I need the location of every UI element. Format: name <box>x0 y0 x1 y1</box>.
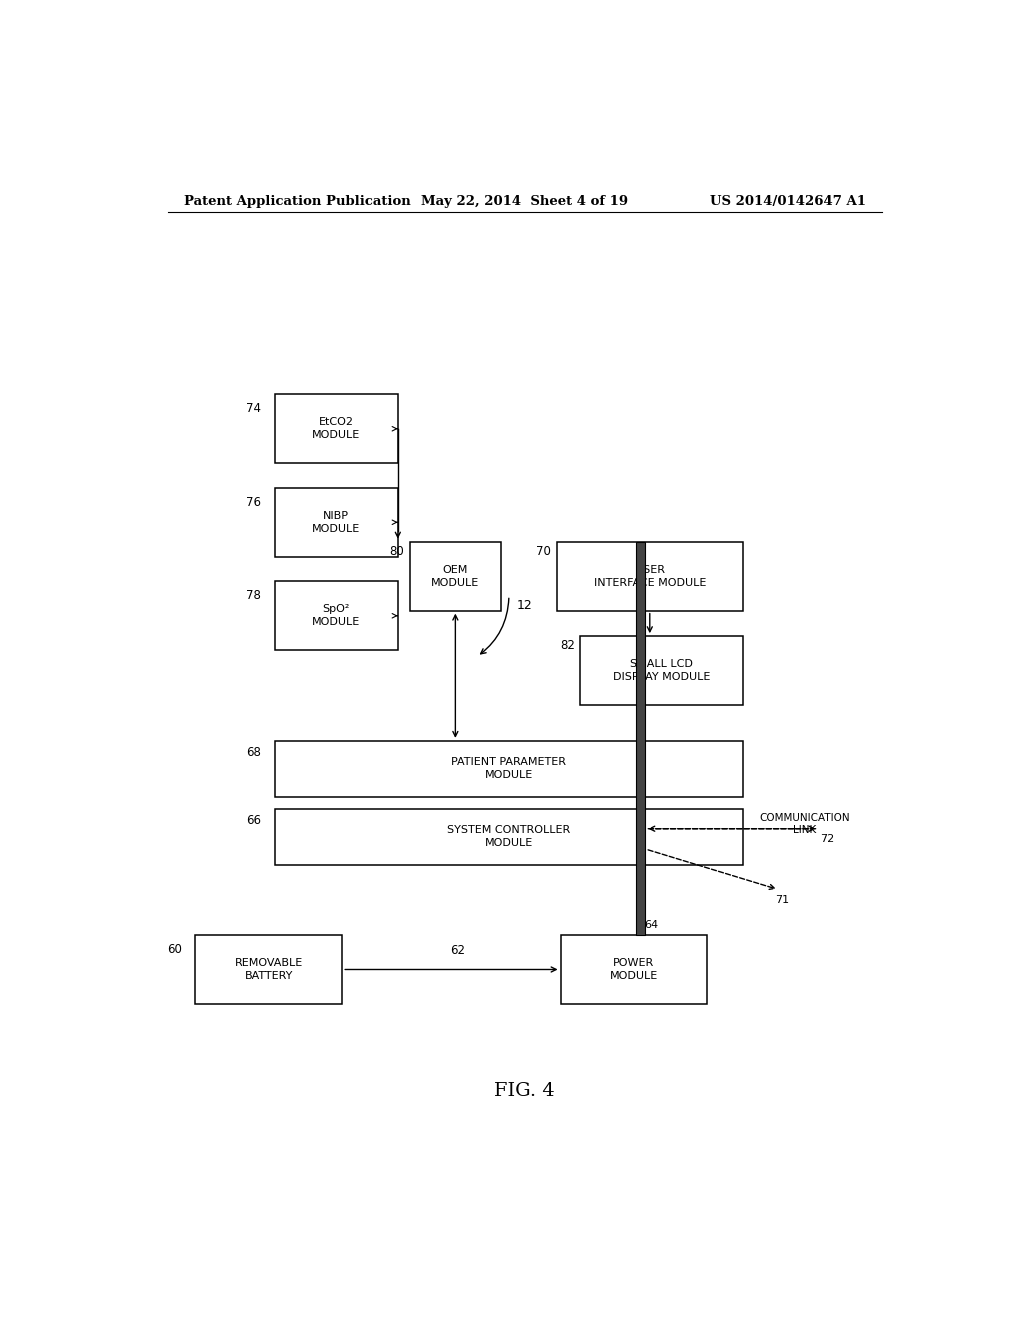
Text: OEM
MODULE: OEM MODULE <box>431 565 479 587</box>
Bar <box>636 541 645 935</box>
Bar <box>274 581 397 651</box>
Text: 76: 76 <box>247 496 261 508</box>
Text: REMOVABLE
BATTERY: REMOVABLE BATTERY <box>234 958 303 981</box>
Text: US 2014/0142647 A1: US 2014/0142647 A1 <box>710 194 866 207</box>
Bar <box>274 741 743 797</box>
Text: 60: 60 <box>167 942 182 956</box>
Text: 66: 66 <box>247 814 261 826</box>
Text: EtCO2
MODULE: EtCO2 MODULE <box>312 417 360 441</box>
Text: 12: 12 <box>517 599 532 612</box>
Bar <box>557 541 743 611</box>
Text: COMMUNICATION
LINK: COMMUNICATION LINK <box>759 813 850 836</box>
Bar <box>274 809 743 865</box>
Text: POWER
MODULE: POWER MODULE <box>610 958 658 981</box>
Bar <box>636 541 645 935</box>
Text: SMALL LCD
DISPLAY MODULE: SMALL LCD DISPLAY MODULE <box>613 659 711 682</box>
Text: NIBP
MODULE: NIBP MODULE <box>312 511 360 533</box>
Text: 74: 74 <box>247 403 261 416</box>
Text: 82: 82 <box>560 639 574 652</box>
Bar <box>274 487 397 557</box>
Bar <box>560 935 708 1005</box>
Text: Patent Application Publication: Patent Application Publication <box>183 194 411 207</box>
Text: 71: 71 <box>775 895 788 904</box>
Text: USER
INTERFACE MODULE: USER INTERFACE MODULE <box>594 565 706 587</box>
Text: FIG. 4: FIG. 4 <box>495 1082 555 1101</box>
Bar <box>196 935 342 1005</box>
Bar <box>410 541 501 611</box>
Bar <box>274 395 397 463</box>
Text: 64: 64 <box>645 920 658 929</box>
Text: 72: 72 <box>820 834 835 843</box>
Text: May 22, 2014  Sheet 4 of 19: May 22, 2014 Sheet 4 of 19 <box>421 194 629 207</box>
Text: 68: 68 <box>247 746 261 759</box>
Text: SYSTEM CONTROLLER
MODULE: SYSTEM CONTROLLER MODULE <box>447 825 570 849</box>
Text: 78: 78 <box>247 589 261 602</box>
Text: 62: 62 <box>450 944 465 957</box>
Text: 80: 80 <box>389 545 404 557</box>
Bar <box>581 636 743 705</box>
Text: 70: 70 <box>537 545 551 557</box>
Text: PATIENT PARAMETER
MODULE: PATIENT PARAMETER MODULE <box>452 758 566 780</box>
Text: SpO²
MODULE: SpO² MODULE <box>312 605 360 627</box>
